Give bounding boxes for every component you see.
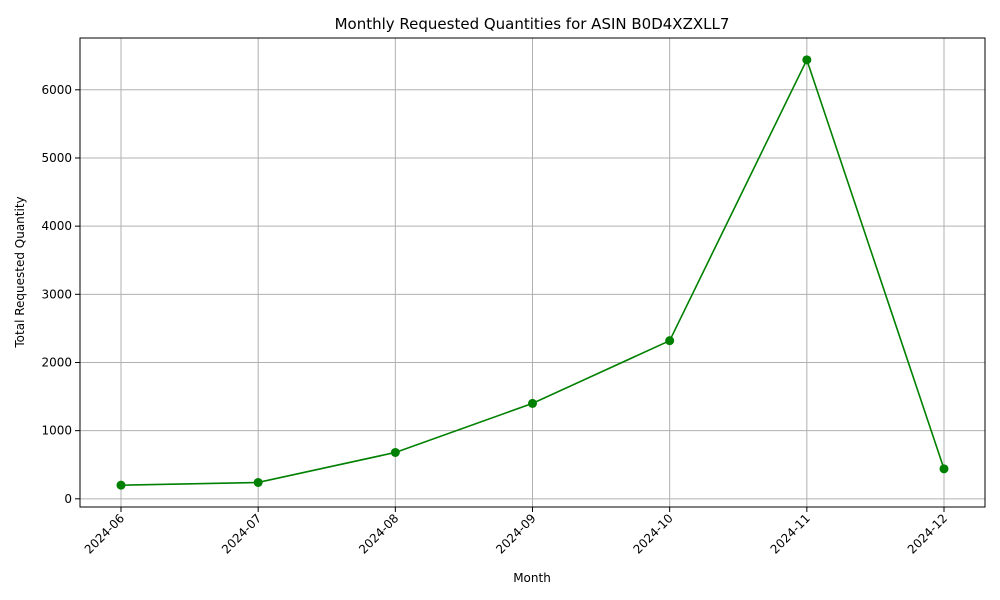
data-point [802, 55, 812, 65]
chart-title: Monthly Requested Quantities for ASIN B0… [335, 15, 730, 33]
plot-frame [79, 37, 986, 508]
x-tick-label: 2024-07 [219, 511, 264, 556]
x-tick-label: 2024-11 [768, 511, 813, 556]
data-point [390, 447, 400, 457]
y-tick-label: 5000 [41, 151, 72, 165]
y-tick-label: 4000 [41, 219, 72, 233]
y-tick-label: 3000 [41, 287, 72, 301]
y-tick-label: 0 [64, 492, 72, 506]
data-point [528, 398, 537, 408]
x-tick-label: 2024-12 [905, 511, 950, 556]
y-axis-label: Total Requested Quantity [13, 196, 27, 348]
data-point [116, 480, 126, 490]
data-point [939, 464, 949, 474]
axes-layer: 2024-06 2024-07 2024-08 2024-09 2024-10 2024-… [41, 37, 986, 557]
x-axis-label: Month [513, 571, 551, 585]
y-tick-label: 1000 [41, 424, 72, 438]
x-tick-label: 2024-06 [82, 511, 127, 556]
x-tick-label: 2024-09 [493, 511, 538, 556]
data-point [253, 477, 263, 487]
x-tick-label: 2024-08 [356, 511, 401, 556]
y-tick-label: 6000 [41, 83, 72, 97]
grid-layer [80, 38, 985, 507]
series-layer [116, 55, 949, 490]
data-point [665, 336, 675, 346]
y-tick-label: 2000 [41, 355, 72, 369]
x-tick-label: 2024-10 [630, 511, 675, 556]
